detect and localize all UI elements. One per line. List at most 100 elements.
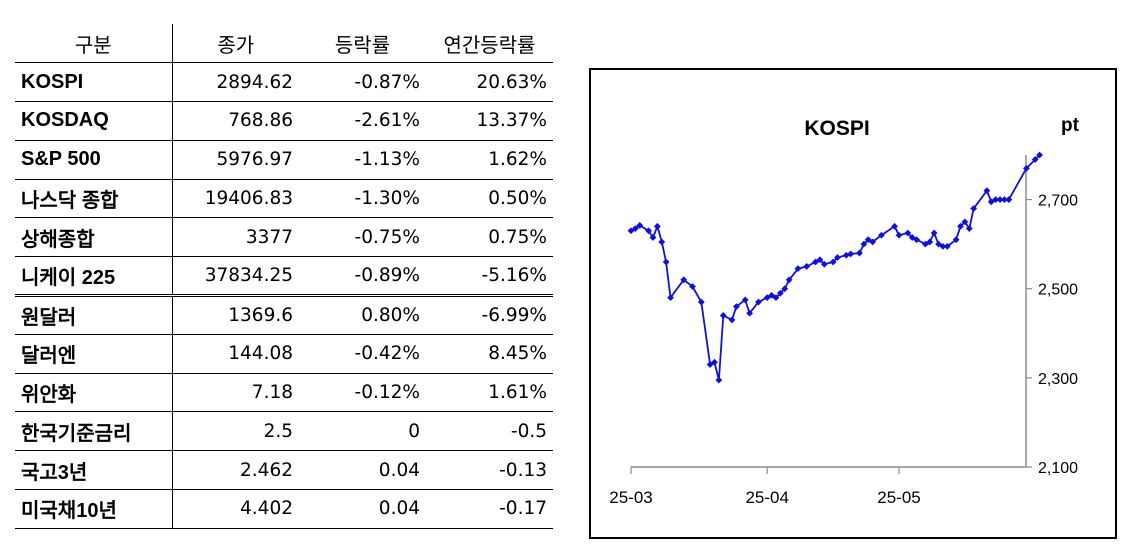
- data-point: [662, 258, 670, 266]
- row-ytd: 1.62%: [426, 140, 553, 180]
- row-close: 2.5: [172, 411, 299, 452]
- row-name: KOSDAQ: [15, 101, 173, 141]
- row-name: S&P 500: [15, 140, 173, 180]
- row-name: 달러엔: [15, 334, 173, 374]
- row-change: 0.04: [299, 489, 426, 529]
- row-change: -0.87%: [299, 62, 426, 103]
- data-point: [728, 316, 736, 324]
- table-row: 위안화 7.18 -0.12% 1.61%: [15, 373, 553, 413]
- data-point: [842, 251, 850, 259]
- row-close: 2.462: [172, 450, 299, 491]
- table-row: KOSPI 2894.62 -0.87% 20.63%: [15, 62, 553, 103]
- data-point: [904, 229, 912, 237]
- y-axis-label: pt: [1061, 115, 1080, 136]
- row-close: 37834.25: [172, 256, 299, 298]
- chart-ticks: 2,100 2,300 2,500 2,700 25-03 25-04 25-05: [609, 193, 1078, 507]
- row-change: -0.89%: [299, 256, 426, 298]
- data-point: [697, 298, 705, 306]
- row-change: -2.61%: [299, 101, 426, 141]
- data-point: [636, 222, 644, 229]
- row-close: 3377: [172, 217, 299, 258]
- table-row: 원달러 1369.6 0.80% -6.99%: [15, 295, 553, 335]
- header-ytd-change: 연간등락률: [426, 24, 553, 64]
- data-point: [847, 250, 855, 258]
- row-change: -0.75%: [299, 217, 426, 258]
- table-row: 나스닥 종합 19406.83 -1.30% 0.50%: [15, 179, 553, 219]
- row-ytd: 13.37%: [426, 101, 553, 141]
- data-point: [829, 258, 837, 266]
- data-point: [768, 292, 775, 299]
- data-point: [961, 218, 969, 226]
- row-change: 0.04: [299, 450, 426, 491]
- data-point: [653, 222, 661, 230]
- table-row: 국고3년 2.462 0.04 -0.13: [15, 450, 553, 491]
- data-point: [913, 236, 920, 244]
- row-ytd: 20.63%: [426, 62, 553, 103]
- data-point: [957, 222, 964, 230]
- kospi-chart-frame: KOSPI pt 2,100 2,300 2,500 2,700 25-03 25-04 2…: [589, 68, 1117, 539]
- row-close: 4.402: [172, 489, 299, 529]
- data-point: [834, 254, 841, 261]
- data-point: [895, 231, 903, 239]
- row-ytd: -0.5: [426, 411, 553, 452]
- data-point: [965, 225, 973, 232]
- data-point: [794, 265, 802, 273]
- header-close: 종가: [172, 24, 299, 64]
- row-name: 미국채10년: [15, 489, 173, 529]
- data-point: [878, 231, 885, 239]
- data-point: [970, 205, 978, 212]
- data-point: [992, 196, 1000, 203]
- data-point: [711, 358, 718, 366]
- chart-title: KOSPI: [804, 117, 869, 140]
- row-ytd: -0.17: [426, 489, 553, 529]
- data-point: [952, 236, 960, 244]
- row-close: 7.18: [172, 373, 299, 413]
- row-name: 나스닥 종합: [15, 179, 173, 219]
- data-point: [943, 242, 951, 250]
- header-category: 구분: [15, 24, 173, 64]
- row-change: -1.30%: [299, 179, 426, 219]
- row-close: 144.08: [172, 334, 299, 374]
- data-point: [741, 296, 749, 304]
- row-change: 0: [299, 411, 426, 452]
- row-ytd: -5.16%: [426, 256, 553, 298]
- data-point: [719, 312, 727, 319]
- row-ytd: -0.13: [426, 450, 553, 491]
- data-point: [820, 260, 828, 268]
- kospi-line: [630, 154, 1041, 382]
- row-ytd: -6.99%: [426, 295, 553, 335]
- table-row: 니케이 225 37834.25 -0.89% -5.16%: [15, 256, 553, 298]
- data-point: [856, 249, 863, 257]
- y-tick-label: 2,300: [1038, 371, 1078, 388]
- data-point: [996, 196, 1004, 203]
- data-point: [930, 229, 938, 237]
- chart-series: [627, 151, 1043, 384]
- row-change: -0.12%: [299, 373, 426, 413]
- data-point: [816, 256, 824, 264]
- data-point: [983, 187, 991, 195]
- x-tick-label: 25-04: [745, 488, 788, 507]
- chart-axes: [631, 155, 1027, 468]
- data-point: [763, 294, 771, 302]
- row-ytd: 8.45%: [426, 334, 553, 374]
- data-point: [860, 240, 868, 248]
- row-name: 한국기준금리: [15, 411, 173, 452]
- x-tick-label: 25-05: [877, 488, 920, 507]
- data-point: [1005, 196, 1013, 203]
- data-point: [658, 238, 666, 246]
- data-point: [649, 234, 657, 241]
- x-tick-label: 25-03: [609, 488, 652, 507]
- data-point: [781, 285, 789, 293]
- table-header-row: 구분 종가 등락률 연간등락률: [15, 24, 553, 64]
- header-change: 등락률: [299, 24, 426, 64]
- row-ytd: 1.61%: [426, 373, 553, 413]
- data-point: [680, 276, 688, 284]
- row-change: -1.13%: [299, 140, 426, 180]
- table-row: 달러엔 144.08 -0.42% 8.45%: [15, 334, 553, 374]
- market-summary-table: 구분 종가 등락률 연간등락률 KOSPI 2894.62 -0.87% 20.…: [15, 24, 553, 529]
- table-row: KOSDAQ 768.86 -2.61% 13.37%: [15, 101, 553, 141]
- data-point: [627, 227, 635, 235]
- row-close: 5976.97: [172, 140, 299, 180]
- table-row: 한국기준금리 2.5 0 -0.5: [15, 411, 553, 452]
